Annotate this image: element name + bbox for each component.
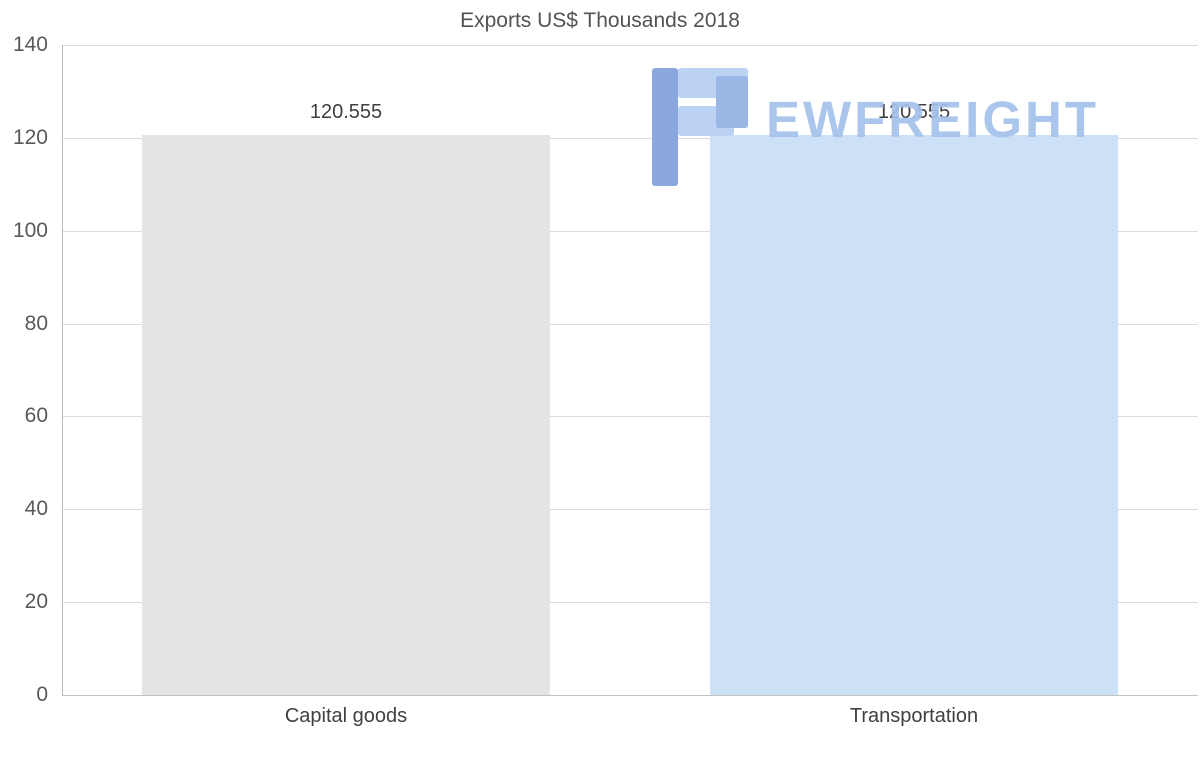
y-tick-label: 20: [24, 590, 48, 614]
gridline: [62, 416, 1198, 418]
y-tick-label: 0: [36, 683, 48, 706]
y-axis-labels: 0 20 40 60 80 100 120 140: [0, 33, 48, 706]
y-tick-label: 140: [12, 33, 48, 56]
y-tick-label: 60: [24, 404, 48, 428]
y-tick-label: 40: [24, 497, 48, 521]
y-tick-label: 120: [12, 125, 48, 149]
plot-area: 120.555 120.555: [62, 45, 1198, 696]
gridline: [62, 45, 1198, 46]
x-axis-labels: Capital goods Transportation: [62, 705, 1198, 739]
gridline: [62, 137, 1198, 139]
bar-capital-goods: [141, 135, 551, 695]
value-label-transportation: 120.555: [877, 101, 951, 124]
gridline: [62, 509, 1198, 511]
gridline: [62, 602, 1198, 604]
x-category-label: Capital goods: [284, 705, 408, 727]
chart-title: Exports US$ Thousands 2018: [460, 9, 740, 32]
gridline: [62, 695, 1198, 696]
bar-transportation: [709, 135, 1119, 695]
y-tick-label: 100: [12, 218, 48, 242]
gridline: [62, 323, 1198, 325]
value-label-capital-goods: 120.555: [309, 101, 383, 124]
y-tick-label: 80: [24, 311, 48, 335]
x-category-label: Transportation: [849, 705, 979, 727]
y-axis-line: [62, 45, 63, 696]
gridline: [62, 230, 1198, 232]
